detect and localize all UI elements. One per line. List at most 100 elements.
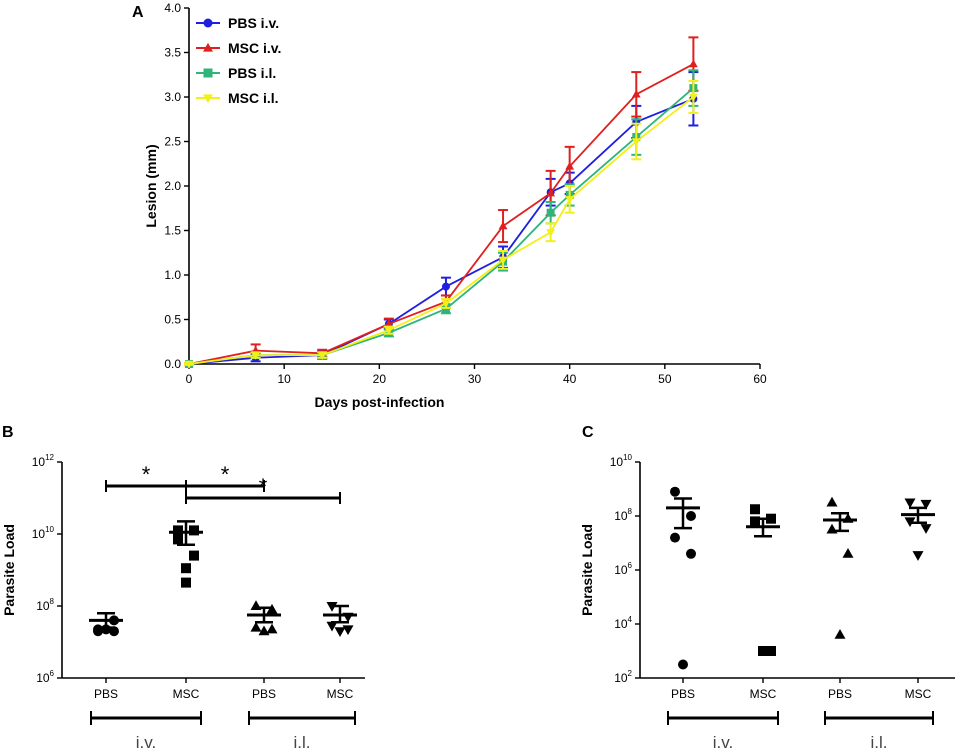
b-data-point <box>189 550 199 561</box>
c-group-label: i.v. <box>713 733 733 752</box>
a-data-point <box>251 351 261 360</box>
b-data-point <box>258 625 270 636</box>
a-series-msc_iv <box>184 36 699 368</box>
a-series-msc_il <box>184 79 699 369</box>
b-y-tick-label-exp: 8 <box>50 597 55 606</box>
b-y-tick-label-exp: 12 <box>45 453 54 462</box>
a-data-point <box>441 282 450 291</box>
a-y-tick-label: 0.5 <box>164 313 181 327</box>
a-series-line <box>188 87 694 365</box>
c-y-axis-title: Parasite Load <box>579 524 595 616</box>
a-legend-label: MSC i.l. <box>228 90 279 106</box>
c-y-tick-label: 104 <box>614 615 632 631</box>
c-group-label: i.l. <box>871 733 888 752</box>
a-data-point <box>565 161 575 170</box>
c-data-point <box>750 504 760 515</box>
c-category-3-points <box>901 498 935 561</box>
a-y-tick-label: 1.0 <box>164 268 181 282</box>
a-series-line <box>188 96 694 365</box>
b-y-axis-title: Parasite Load <box>1 524 17 616</box>
a-data-point <box>631 138 641 147</box>
b-y-tick-label: 1010 <box>32 525 55 541</box>
b-category-1-points <box>169 520 203 588</box>
a-x-tick-label: 10 <box>277 372 291 386</box>
c-data-point <box>758 646 768 656</box>
c-y-tick-label-exp: 4 <box>628 615 633 624</box>
c-category-2-points <box>823 496 857 639</box>
c-data-point <box>912 551 924 561</box>
b-data-point <box>342 625 354 636</box>
b-y-tick-label-base: 10 <box>36 599 50 613</box>
b-significance-star: * <box>221 462 230 487</box>
panel-b-label: B <box>2 424 14 441</box>
b-category-label: MSC <box>173 687 200 701</box>
b-category-3-points <box>323 602 357 637</box>
b-data-point <box>173 525 183 536</box>
a-y-tick-label: 4.0 <box>164 1 181 15</box>
a-data-point <box>184 360 194 369</box>
a-x-tick-label: 60 <box>753 372 767 386</box>
a-x-tick-label: 0 <box>186 372 193 386</box>
c-data-point <box>766 646 776 656</box>
a-y-axis-title: Lesion (mm) <box>143 144 159 227</box>
b-significance-star: * <box>259 474 268 499</box>
c-category-label: PBS <box>671 687 695 701</box>
b-y-tick-label: 1012 <box>32 453 55 469</box>
b-category-label: PBS <box>252 687 276 701</box>
a-x-tick-label: 30 <box>468 372 482 386</box>
a-legend-label: PBS i.v. <box>228 15 279 31</box>
a-legend-label: PBS i.l. <box>228 65 276 81</box>
c-data-point <box>670 532 680 543</box>
c-category-0-points <box>666 486 700 670</box>
c-category-label: MSC <box>905 687 932 701</box>
b-y-tick-label-base: 10 <box>32 455 46 469</box>
a-data-point <box>546 188 556 197</box>
a-data-point <box>441 300 451 309</box>
a-data-point <box>498 221 508 230</box>
c-y-tick-label-base: 10 <box>614 509 628 523</box>
a-data-point <box>384 326 394 335</box>
c-y-tick-label-exp: 2 <box>628 669 633 678</box>
a-x-tick-label: 40 <box>563 372 577 386</box>
b-data-point <box>266 623 278 634</box>
c-data-point <box>826 496 838 507</box>
a-x-tick-label: 20 <box>373 372 387 386</box>
c-data-point <box>750 516 760 527</box>
a-series-pbs_il <box>184 69 699 368</box>
a-series-pbs_iv <box>184 71 699 368</box>
panel-c-label: C <box>582 424 594 441</box>
c-data-point <box>920 499 932 510</box>
a-data-point <box>317 351 327 360</box>
a-y-tick-label: 0.0 <box>164 357 181 371</box>
b-y-tick-label-exp: 10 <box>45 525 54 534</box>
c-y-tick-label-base: 10 <box>610 455 624 469</box>
c-data-point <box>920 524 932 534</box>
b-data-point <box>189 525 199 536</box>
a-data-point <box>565 196 575 204</box>
a-legend-marker <box>203 18 213 28</box>
c-category-label: PBS <box>828 687 852 701</box>
b-y-tick-label-base: 10 <box>32 527 46 541</box>
b-significance-star: * <box>142 462 151 487</box>
b-data-point <box>326 621 338 632</box>
c-data-point <box>670 486 680 497</box>
a-legend-marker <box>203 94 213 104</box>
b-category-0-points <box>89 611 123 637</box>
c-category-1-points <box>746 504 780 656</box>
c-data-point <box>904 498 916 509</box>
a-data-point <box>498 256 508 265</box>
c-category-label: MSC <box>750 687 777 701</box>
b-data-point <box>181 563 191 574</box>
c-data-point <box>686 511 696 521</box>
b-y-tick-label: 106 <box>36 669 54 685</box>
b-data-point <box>250 621 262 632</box>
c-y-tick-label-exp: 8 <box>628 507 633 516</box>
b-data-point <box>173 534 183 545</box>
a-data-point <box>546 208 555 217</box>
a-data-point <box>384 319 394 328</box>
b-y-tick-label: 108 <box>36 597 54 613</box>
b-data-point <box>334 627 346 637</box>
